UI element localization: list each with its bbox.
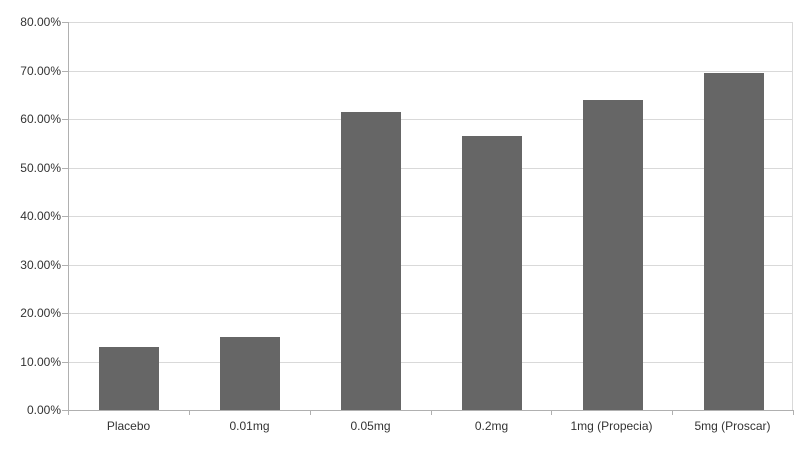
y-axis-tick — [62, 71, 68, 72]
y-tick-label: 10.00% — [20, 355, 61, 369]
x-axis-tick — [672, 410, 673, 415]
bar-0-05mg — [341, 112, 401, 410]
y-tick-label: 70.00% — [20, 64, 61, 78]
y-axis-tick — [62, 119, 68, 120]
x-axis-tick — [68, 410, 69, 415]
x-tick-label: 0.2mg — [474, 419, 509, 433]
x-axis-tick — [189, 410, 190, 415]
x-tick-label: 5mg (Proscar) — [694, 419, 771, 433]
y-gridline-80 — [69, 22, 792, 23]
bar-1mg-propecia — [583, 100, 643, 410]
bar-placebo — [99, 347, 159, 410]
y-axis-tick — [62, 22, 68, 23]
y-tick-label: 50.00% — [20, 161, 61, 175]
x-axis-tick — [431, 410, 432, 415]
y-axis-tick — [62, 168, 68, 169]
x-axis-tick — [793, 410, 794, 415]
y-axis-tick — [62, 313, 68, 314]
y-gridline-50 — [69, 168, 792, 169]
bar-0-01mg — [220, 337, 280, 410]
bar-0-2mg — [462, 136, 522, 410]
y-tick-label: 40.00% — [20, 209, 61, 223]
plot-area — [68, 22, 793, 410]
y-tick-label: 0.00% — [26, 403, 61, 417]
x-tick-label: Placebo — [106, 419, 151, 433]
y-gridline-30 — [69, 265, 792, 266]
x-axis-tick — [310, 410, 311, 415]
x-axis-line — [62, 410, 794, 411]
y-tick-label: 80.00% — [20, 15, 61, 29]
y-axis-tick — [62, 216, 68, 217]
y-axis-tick — [62, 265, 68, 266]
y-gridline-70 — [69, 71, 792, 72]
y-gridline-20 — [69, 313, 792, 314]
y-gridline-10 — [69, 362, 792, 363]
x-axis-tick — [551, 410, 552, 415]
x-tick-label: 0.01mg — [229, 419, 270, 433]
y-tick-label: 60.00% — [20, 112, 61, 126]
y-tick-label: 20.00% — [20, 306, 61, 320]
x-tick-label: 0.05mg — [350, 419, 391, 433]
x-tick-label: 1mg (Propecia) — [570, 419, 653, 433]
y-gridline-60 — [69, 119, 792, 120]
bar-5mg-proscar — [704, 73, 764, 410]
y-gridline-40 — [69, 216, 792, 217]
y-tick-label: 30.00% — [20, 258, 61, 272]
y-axis-tick — [62, 362, 68, 363]
